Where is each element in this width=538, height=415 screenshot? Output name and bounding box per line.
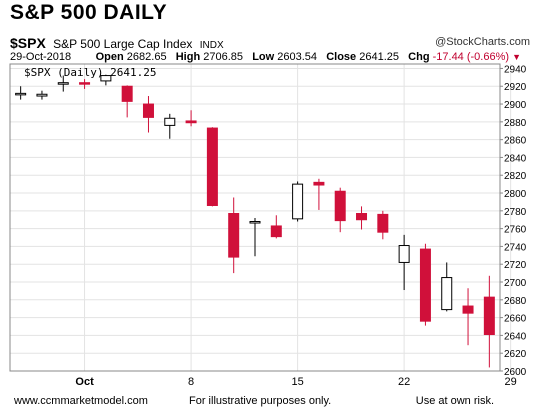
low-label: Low <box>252 51 275 63</box>
y-tick-label: 2860 <box>504 136 527 147</box>
high-label: High <box>175 51 201 63</box>
y-tick-label: 2940 <box>504 64 527 75</box>
close-value: 2641.25 <box>359 51 399 63</box>
candle-body <box>185 120 197 124</box>
low-value: 2603.54 <box>277 51 318 63</box>
symbol-header: $SPX S&P 500 Large Cap Index INDX @Stock… <box>10 35 530 51</box>
candle-body <box>36 93 48 97</box>
candle-body <box>419 248 431 322</box>
y-tick-label: 2680 <box>504 296 527 307</box>
change-value: -17.44 (-0.66%) <box>432 51 510 63</box>
candle-body <box>15 92 27 96</box>
candle-body <box>228 212 240 258</box>
index-name: S&P 500 Large Cap Index <box>53 37 193 51</box>
chart-title: S&P 500 DAILY <box>10 1 168 24</box>
y-tick-label: 2800 <box>504 189 527 200</box>
candle-body <box>483 296 495 336</box>
candle-body <box>334 190 346 222</box>
close-label: Close <box>326 51 357 63</box>
y-tick-label: 2880 <box>504 118 527 129</box>
candle-body <box>398 245 410 263</box>
x-tick-label: Oct <box>75 376 94 388</box>
candle-body <box>292 183 304 220</box>
y-tick-label: 2780 <box>504 207 527 218</box>
change-label: Chg <box>408 51 430 63</box>
candle-body <box>249 221 261 224</box>
x-tick-label: 29 <box>505 376 517 388</box>
footer-website: www.ccmmarketmodel.com <box>14 395 148 407</box>
open-label: Open <box>95 51 124 63</box>
y-tick-label: 2600 <box>504 367 527 378</box>
ohlc-summary: 29-Oct-2018 Open 2682.65 High 2706.85 Lo… <box>10 51 530 65</box>
series-legend: $SPX (Daily) 2641.25 <box>24 66 157 79</box>
candle-body <box>356 212 368 221</box>
y-tick-label: 2620 <box>504 349 527 360</box>
quote-date: 29-Oct-2018 <box>10 51 72 63</box>
candle-body <box>164 117 176 126</box>
candle-body <box>121 85 133 102</box>
ticker-symbol: $SPX <box>10 35 46 51</box>
candle-body <box>441 277 453 311</box>
candle-body <box>100 75 112 82</box>
footer-disclaimer: For illustrative purposes only. <box>189 395 332 407</box>
y-tick-label: 2720 <box>504 260 527 271</box>
down-triangle-icon: ▼ <box>512 52 522 62</box>
candle-body <box>270 225 282 238</box>
x-tick-label: 22 <box>398 376 410 388</box>
open-value: 2682.65 <box>126 51 167 63</box>
candle-body <box>377 213 389 233</box>
y-tick-label: 2920 <box>504 82 527 93</box>
candle-body <box>206 127 218 206</box>
y-tick-label: 2740 <box>504 242 527 253</box>
y-tick-label: 2900 <box>504 100 527 111</box>
candle-body <box>79 82 91 85</box>
candle-body <box>462 305 474 314</box>
y-tick-label: 2820 <box>504 171 527 182</box>
exchange-label: INDX <box>199 40 224 51</box>
candle-body <box>142 103 154 118</box>
source-credit: @StockCharts.com <box>435 36 530 48</box>
y-tick-label: 2700 <box>504 278 527 289</box>
y-tick-label: 2640 <box>504 331 527 342</box>
footer-risk-note: Use at own risk. <box>415 395 494 407</box>
y-tick-label: 2660 <box>504 314 527 325</box>
candle-body <box>57 82 69 85</box>
high-value: 2706.85 <box>203 51 244 63</box>
x-tick-label: 8 <box>188 376 194 388</box>
x-tick-label: 15 <box>291 376 303 388</box>
y-tick-label: 2760 <box>504 225 527 236</box>
y-tick-label: 2840 <box>504 153 527 164</box>
candle-body <box>313 181 325 186</box>
plot-frame <box>9 63 501 372</box>
